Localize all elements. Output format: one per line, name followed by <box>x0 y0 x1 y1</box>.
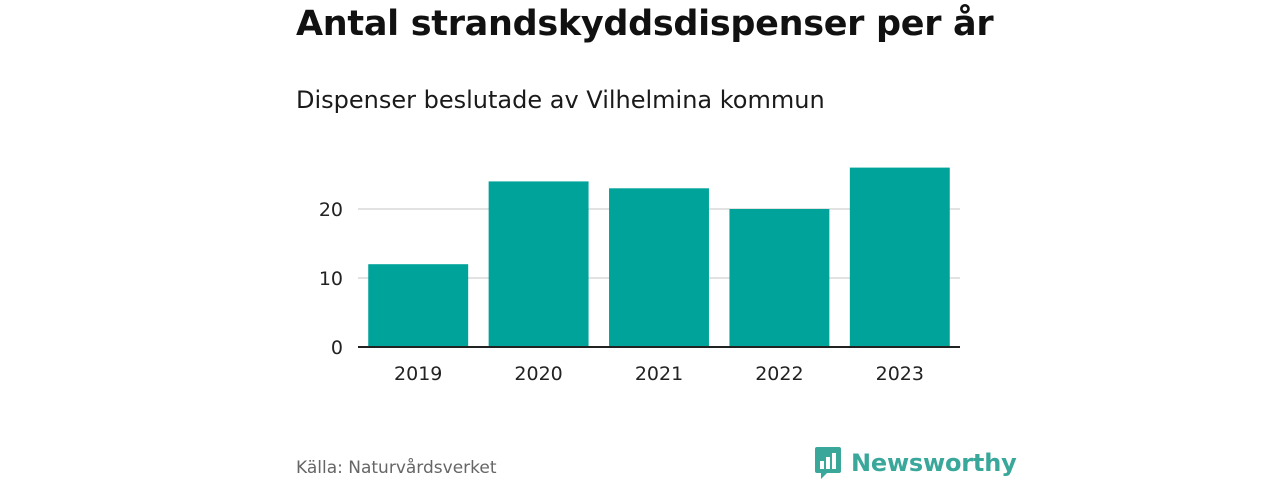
y-tick-label: 10 <box>319 268 343 290</box>
y-tick-label: 20 <box>319 199 343 221</box>
x-tick-label: 2022 <box>755 363 803 385</box>
x-tick-label: 2019 <box>394 363 442 385</box>
brand-name: Newsworthy <box>851 449 1017 477</box>
x-tick-label: 2021 <box>635 363 683 385</box>
brand-logo: Newsworthy <box>814 446 1017 480</box>
chart-subtitle: Dispenser beslutade av Vilhelmina kommun <box>296 86 825 114</box>
y-tick-label: 0 <box>331 337 343 359</box>
chart-title: Antal strandskyddsdispenser per år <box>296 4 994 44</box>
newsworthy-logo-icon <box>815 447 841 479</box>
bar-chart: 0 10 20 2019 2020 2021 2022 2023 <box>319 167 960 385</box>
bar <box>368 264 469 347</box>
bar <box>609 188 709 347</box>
bar <box>849 167 950 347</box>
x-tick-label: 2023 <box>876 363 924 385</box>
bar <box>729 209 830 347</box>
source-note: Källa: Naturvårdsverket <box>296 458 497 478</box>
x-tick-label: 2020 <box>514 363 562 385</box>
bar <box>488 181 589 347</box>
